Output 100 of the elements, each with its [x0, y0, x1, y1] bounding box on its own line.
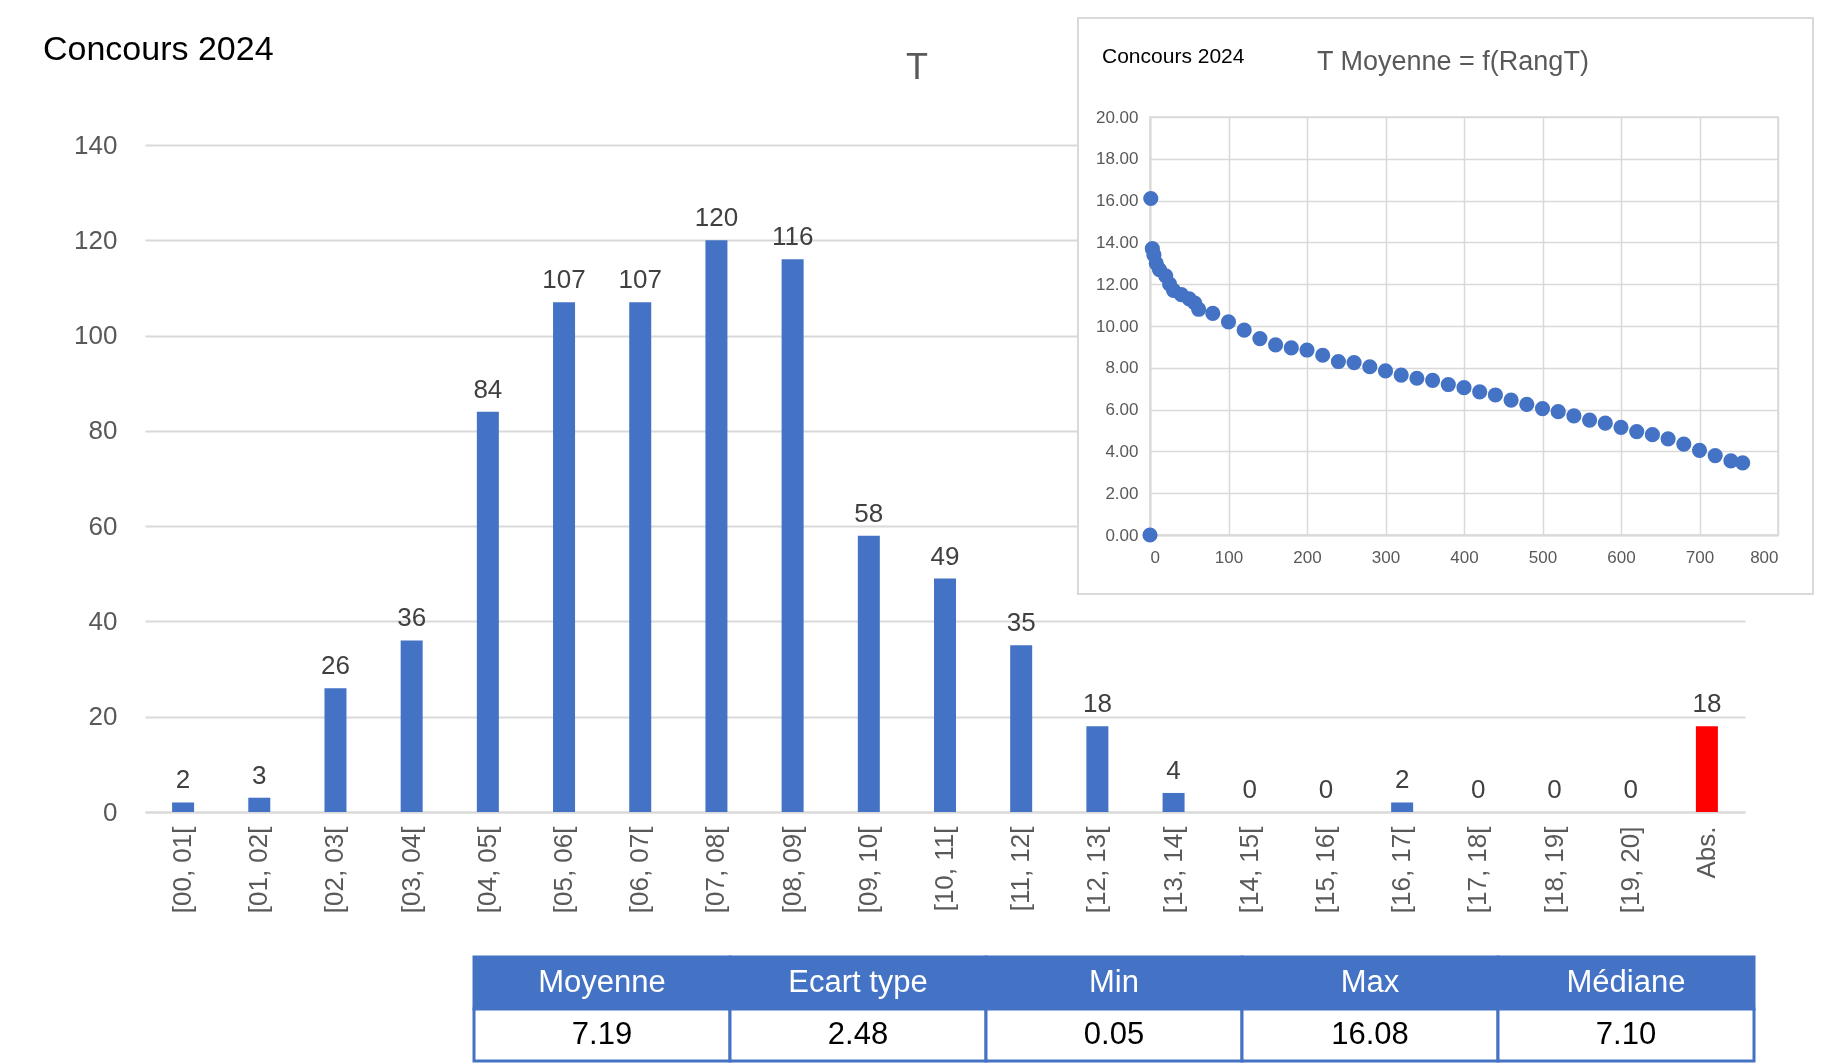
- y-tick-label: 12.00: [1095, 274, 1139, 294]
- data-label: 18: [1082, 688, 1112, 719]
- chart-title: Concours 2024: [43, 29, 274, 67]
- x-tick-label: 500: [1528, 547, 1558, 567]
- point: [1268, 337, 1284, 353]
- point: [1393, 367, 1409, 383]
- point: [1707, 448, 1723, 464]
- bar: [172, 802, 195, 812]
- point: [1205, 305, 1221, 322]
- data-label: 58: [854, 497, 884, 528]
- x-tick-label: 100: [1214, 547, 1244, 567]
- y-tick-label: 60: [88, 510, 118, 541]
- point: [1315, 347, 1331, 363]
- x-tick-label: [04, 05[: [471, 825, 502, 914]
- point: [1534, 400, 1551, 417]
- x-tick-label: [12, 13[: [1081, 825, 1112, 914]
- x-tick-label: [11, 12[: [1005, 825, 1036, 912]
- bar: [705, 240, 728, 812]
- point: [1377, 363, 1394, 379]
- point: [1735, 455, 1751, 471]
- y-tick-label: 8.00: [1105, 358, 1139, 378]
- x-tick-label: [15, 16[: [1309, 825, 1340, 914]
- category-label: Moyenne: [538, 964, 666, 999]
- category-label: Médiane: [1566, 964, 1686, 999]
- bar: [1086, 726, 1109, 812]
- y-tick-label: 14.00: [1095, 232, 1139, 252]
- point: [1142, 527, 1158, 543]
- data-label: 3: [252, 759, 267, 790]
- point: [1362, 359, 1378, 375]
- data-label: 0: [1318, 774, 1334, 804]
- bar: [781, 259, 804, 812]
- point: [1252, 330, 1268, 347]
- bar: [476, 411, 499, 812]
- y-tick-label: 2.00: [1105, 483, 1139, 503]
- category-label: Max: [1340, 964, 1400, 999]
- y-tick-label: 80: [88, 415, 118, 446]
- data-label: 0: [1242, 774, 1257, 804]
- data-label: 36: [397, 602, 427, 633]
- text: T: [906, 46, 928, 87]
- point: [1629, 423, 1645, 440]
- x-tick-label: [13, 14[: [1157, 825, 1188, 914]
- data-label: 107: [618, 264, 662, 295]
- x-tick-label: 600: [1607, 547, 1636, 567]
- point: [1644, 427, 1660, 443]
- x-tick-label: [19, 20]: [1614, 826, 1645, 914]
- data-label: 35: [1006, 607, 1036, 638]
- data-label: 0: [1623, 774, 1638, 804]
- x-tick-label: [09, 10[: [852, 825, 883, 914]
- bar: [857, 535, 880, 812]
- y-tick-label: 20: [88, 701, 118, 732]
- point: [1283, 340, 1299, 356]
- y-tick-label: 10.00: [1095, 316, 1139, 336]
- y-tick-label: 20.00: [1095, 107, 1139, 127]
- data-label: 0: [1547, 774, 1562, 804]
- point: [1660, 431, 1676, 447]
- data-label: 7.19: [571, 1016, 633, 1051]
- y-tick-label: 4.00: [1105, 441, 1139, 461]
- bar: [553, 302, 576, 812]
- bar: [400, 640, 423, 812]
- data-label: 2: [175, 764, 191, 795]
- point: [1566, 408, 1582, 424]
- x-tick-label: [03, 04[: [395, 825, 426, 914]
- point: [1582, 412, 1598, 428]
- data-label: 4: [1166, 754, 1181, 785]
- point: [1503, 392, 1519, 408]
- point: [1425, 372, 1441, 388]
- x-tick-label: 400: [1450, 547, 1479, 567]
- x-tick-label: 200: [1293, 547, 1322, 567]
- y-tick-label: 0.00: [1105, 525, 1139, 545]
- point: [1676, 436, 1692, 452]
- x-tick-label: [08, 09[: [776, 825, 807, 914]
- x-tick-label: 800: [1750, 547, 1779, 567]
- data-label: 84: [473, 373, 503, 404]
- x-tick-label: 0: [1150, 547, 1160, 567]
- x-tick-label: [14, 15[: [1233, 825, 1264, 914]
- x-tick-label: [06, 07[: [624, 825, 655, 914]
- data-label: 0.05: [1083, 1016, 1145, 1051]
- point: [1409, 370, 1425, 386]
- point: [1519, 396, 1535, 412]
- y-tick-label: 6.00: [1105, 400, 1139, 420]
- point: [1346, 355, 1362, 371]
- data-label: 2: [1394, 764, 1410, 795]
- data-label: 49: [930, 540, 960, 571]
- data-label: 2.48: [827, 1016, 889, 1051]
- data-label: 107: [542, 264, 586, 295]
- point: [1613, 419, 1629, 435]
- point: [1472, 384, 1488, 400]
- x-tick-label: [00, 01[: [167, 825, 198, 914]
- x-tick-label: [10, 11[: [929, 825, 959, 912]
- point: [1456, 380, 1472, 396]
- y-tick-label: 16.00: [1095, 191, 1139, 211]
- point: [1440, 376, 1456, 393]
- point: [1691, 442, 1708, 458]
- y-tick-label: 120: [74, 224, 118, 255]
- chart-subtitle: T Moyenne = f(RangT): [1317, 46, 1589, 76]
- bar: [1010, 645, 1033, 812]
- point: [1236, 322, 1252, 338]
- data-label: 7.10: [1595, 1016, 1657, 1051]
- data-label: 116: [771, 221, 814, 252]
- x-tick-label: [16, 17[: [1386, 825, 1417, 914]
